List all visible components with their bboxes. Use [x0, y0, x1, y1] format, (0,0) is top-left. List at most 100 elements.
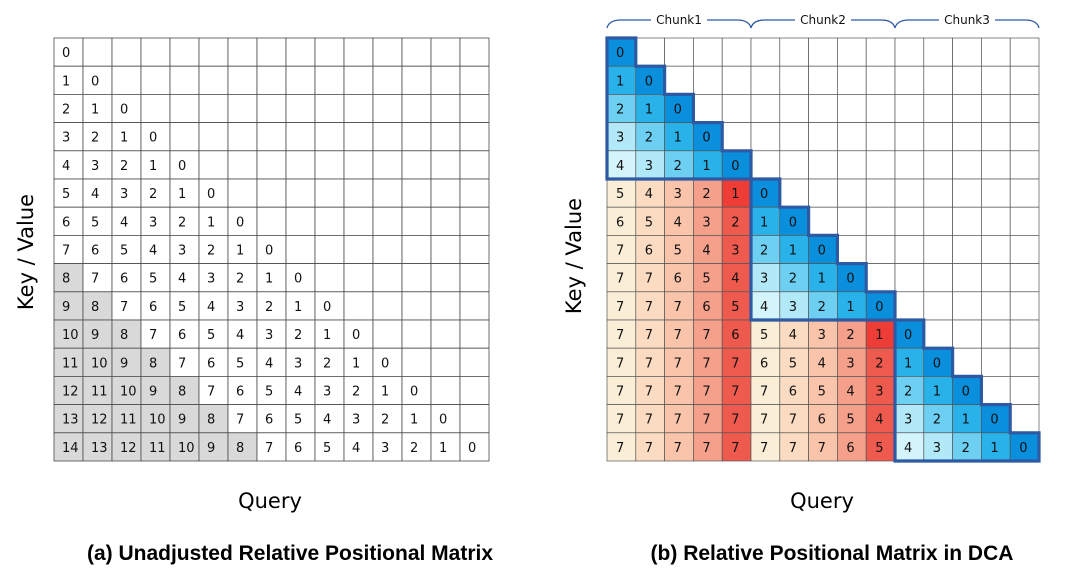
matrix-b-cell — [894, 37, 925, 67]
matrix-a-cell-value: 9 — [62, 300, 70, 315]
matrix-a-cell — [401, 234, 432, 264]
matrix-b-cell-value: 5 — [875, 441, 883, 456]
matrix-b-cell — [808, 404, 838, 434]
matrix-b-cell — [1009, 122, 1040, 152]
matrix-a-cell — [459, 94, 490, 124]
matrix-b-cell-value: 3 — [645, 159, 653, 174]
matrix-a-cell — [82, 178, 113, 208]
matrix-b-cell — [606, 122, 637, 152]
matrix-b-cell — [865, 37, 896, 67]
matrix-a-cell — [256, 178, 287, 208]
matrix-a-cell — [314, 291, 345, 321]
matrix-a-cell-value: 0 — [381, 356, 389, 371]
matrix-a-cell — [140, 122, 171, 152]
matrix-b-cell-value: 4 — [731, 272, 739, 287]
matrix-a-cell — [314, 234, 345, 264]
matrix-b-cell-value: 7 — [616, 441, 624, 456]
matrix-b-cell — [894, 235, 925, 264]
matrix-a-cell — [53, 37, 84, 67]
matrix-b-cell-value: 0 — [1019, 441, 1027, 456]
matrix-b-cell — [664, 319, 694, 349]
matrix-a-cell-value: 4 — [265, 356, 273, 371]
matrix-a-cell — [430, 319, 461, 349]
matrix-b-cell-value: 0 — [616, 46, 624, 61]
matrix-b-cell-value: 0 — [731, 159, 739, 174]
matrix-b-cell-value: 3 — [616, 131, 624, 146]
matrix-a-cell — [314, 432, 345, 462]
chunk-diagonal-borders — [605, 36, 1041, 463]
matrix-b-cell-value: 7 — [616, 356, 624, 371]
matrix-b-cell-value: 5 — [616, 187, 624, 202]
matrix-a-cell — [285, 319, 316, 349]
matrix-a-cell — [169, 432, 200, 462]
matrix-b-cell-value: 1 — [904, 356, 912, 371]
matrix-b-cell — [894, 94, 925, 123]
matrix-a-cell-value: 6 — [91, 244, 99, 259]
matrix-a-cell-value: 0 — [207, 187, 215, 202]
matrix-b-cell-value: 7 — [702, 356, 710, 371]
matrix-b-cell-value: 1 — [760, 215, 768, 230]
matrix-a-cell-value: 0 — [62, 46, 70, 61]
matrix-a-cell-value: 3 — [265, 328, 273, 343]
matrix-a-cell-value: 3 — [207, 272, 215, 287]
matrix-a-cell — [343, 94, 374, 124]
matrix-a-cell — [401, 375, 432, 405]
matrix-b-cell-value: 6 — [818, 413, 826, 428]
matrix-b-cell — [779, 235, 809, 264]
matrix-b-cell-value: 6 — [731, 328, 739, 343]
matrix-a-cell-value: 2 — [178, 215, 186, 230]
matrix-b-cell — [779, 206, 809, 236]
matrix-b-cell — [606, 347, 637, 377]
matrix-a-cell-value: 2 — [149, 187, 157, 202]
matrix-a-cell — [430, 94, 461, 124]
matrix-a-cell-value: 6 — [265, 413, 273, 428]
matrix-a-cell-value: 9 — [149, 385, 157, 400]
matrix-a-cell — [256, 404, 287, 434]
matrix-b-cell — [837, 150, 867, 180]
matrix-b-cell — [1009, 347, 1040, 377]
matrix-a-cell — [459, 404, 490, 434]
matrix-b-cell-value: 4 — [789, 328, 797, 343]
matrix-a-cell — [372, 94, 403, 124]
chunk-brace-left — [894, 19, 939, 29]
matrix-a-cell-value: 3 — [178, 244, 186, 259]
matrix-b-cell-value: 1 — [990, 441, 998, 456]
matrix-a-cell-value: 5 — [294, 413, 302, 428]
panel-b-y-axis-label: Key / Value — [562, 198, 586, 314]
matrix-b-cell — [808, 235, 838, 264]
matrix-b-cell-value: 7 — [645, 441, 653, 456]
matrix-a-cell — [169, 178, 200, 208]
matrix-b-cell — [952, 122, 982, 152]
matrix-b-cell — [981, 319, 1011, 349]
matrix-b-cell — [1009, 263, 1040, 293]
matrix-b-cell — [923, 150, 953, 180]
matrix-b-cell-value: 7 — [731, 413, 739, 428]
matrix-a-cell — [401, 178, 432, 208]
matrix-b-cell-value: 7 — [645, 413, 653, 428]
matrix-b-cell — [837, 206, 867, 236]
matrix-b-cell — [923, 263, 953, 293]
matrix-a-cell-value: 6 — [294, 441, 302, 456]
matrix-b-cell — [981, 263, 1011, 293]
matrix-b-cell — [981, 432, 1011, 462]
matrix-a-cell — [256, 65, 287, 95]
matrix-a-cell — [401, 319, 432, 349]
matrix-a-cell — [401, 122, 432, 152]
chunk-brace-left — [606, 19, 651, 29]
matrix-a-cell — [169, 291, 200, 321]
matrix-b-cell — [923, 235, 953, 264]
matrix-b-cell-value: 0 — [818, 244, 826, 259]
matrix-a-cell — [343, 206, 374, 236]
matrix-b-cell — [693, 65, 723, 95]
matrix-b-cell-value: 2 — [702, 187, 710, 202]
matrix-a-cell — [372, 291, 403, 321]
chunk-label: Chunk2 — [800, 13, 846, 27]
matrix-a-cell-value: 2 — [62, 103, 70, 118]
matrix-b-cell — [952, 37, 982, 67]
matrix-a-cell-value: 2 — [265, 300, 273, 315]
matrix-b-cell — [894, 206, 925, 236]
matrix-b-cell-value: 3 — [789, 300, 797, 315]
matrix-b-cell — [808, 376, 838, 405]
matrix-a-cell — [227, 375, 258, 405]
matrix-b-cell — [923, 432, 953, 462]
